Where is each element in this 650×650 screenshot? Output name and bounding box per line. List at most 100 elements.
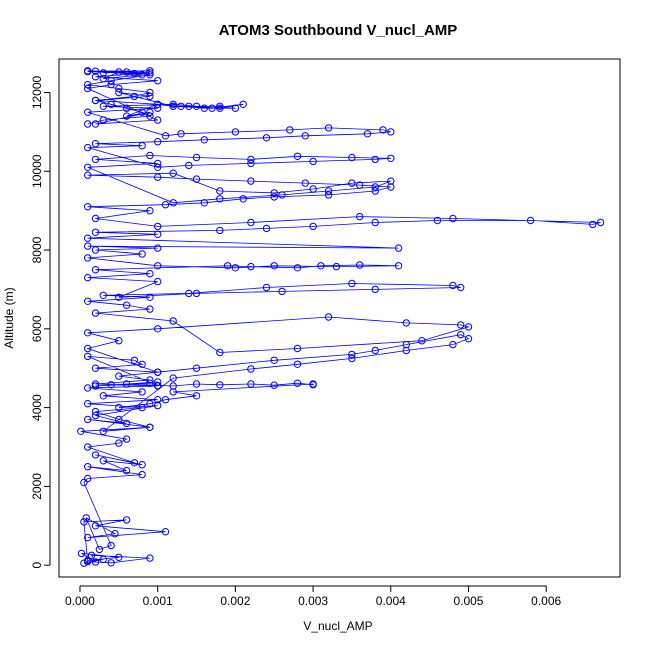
data-point: [122, 112, 131, 120]
data-point: [130, 459, 139, 467]
data-point: [239, 100, 247, 109]
data-point: [309, 380, 317, 388]
data-point: [293, 264, 302, 272]
data-point: [247, 218, 255, 227]
data-point: [146, 305, 154, 313]
data-point: [91, 411, 100, 420]
data-point: [84, 80, 92, 89]
data-point: [84, 234, 92, 242]
data-point: [324, 191, 333, 199]
data-point: [91, 140, 100, 148]
data-point: [146, 112, 154, 120]
data-point: [138, 108, 146, 116]
data-point: [91, 380, 100, 388]
data-point: [99, 291, 108, 299]
data-point: [247, 380, 255, 388]
y-axis-label: Altitude (m): [2, 287, 16, 348]
data-point: [394, 262, 403, 270]
data-point: [84, 242, 92, 250]
data-point: [146, 67, 154, 75]
data-point: [231, 264, 240, 272]
data-point: [99, 75, 108, 83]
data-point: [107, 77, 115, 85]
data-point: [84, 163, 92, 172]
y-tick-label: 8000: [30, 236, 44, 263]
data-point: [138, 388, 146, 396]
data-point: [154, 277, 162, 286]
data-point: [107, 100, 115, 109]
data-point: [154, 401, 162, 410]
data-point: [91, 120, 100, 128]
y-tick-label: 0: [30, 562, 44, 569]
data-point: [169, 317, 177, 325]
data-point: [301, 132, 309, 140]
data-point: [87, 551, 96, 559]
data-point: [84, 329, 92, 337]
data-point: [84, 203, 92, 211]
data-point: [122, 380, 131, 388]
data-point: [130, 69, 139, 78]
data-point: [154, 378, 162, 386]
data-point: [192, 153, 201, 162]
data-point: [208, 104, 216, 112]
data-point: [192, 392, 201, 400]
data-point: [402, 346, 410, 355]
data-point: [138, 403, 146, 412]
data-point: [84, 84, 92, 93]
data-point: [348, 279, 356, 288]
y-tick-label: 12000: [30, 75, 44, 109]
x-tick-label: 0.002: [220, 594, 250, 608]
data-point: [363, 130, 372, 138]
data-point: [371, 183, 379, 191]
data-point: [231, 128, 240, 136]
data-point: [387, 183, 395, 191]
data-point: [154, 104, 162, 112]
data-point: [111, 530, 119, 538]
data-point: [154, 138, 162, 146]
data-point: [402, 319, 410, 327]
data-point: [154, 325, 162, 333]
data-point: [91, 67, 100, 75]
data-point: [324, 187, 333, 195]
data-point: [348, 153, 356, 162]
data-point: [324, 313, 333, 321]
y-axis: 0 2000 4000 6000 8000 10000 12000: [30, 75, 51, 569]
data-point: [457, 283, 465, 292]
data-point: [146, 71, 154, 79]
data-point: [91, 228, 100, 237]
data-point: [185, 289, 193, 298]
data-point: [216, 348, 224, 357]
data-point: [146, 379, 154, 387]
data-point: [216, 195, 224, 203]
data-point: [457, 331, 465, 339]
data-point: [161, 132, 170, 140]
data-point: [293, 152, 302, 161]
data-point: [356, 212, 364, 221]
data-point: [115, 88, 123, 97]
data-point: [91, 522, 100, 530]
data-point: [216, 104, 224, 112]
data-point: [154, 163, 162, 172]
data-point: [154, 77, 162, 85]
chart-title: ATOM3 Southbound V_nucl_AMP: [219, 22, 458, 39]
data-point: [91, 451, 100, 459]
data-point: [122, 435, 131, 443]
data-point: [84, 352, 92, 361]
data-point: [154, 381, 162, 390]
data-point: [115, 415, 123, 424]
x-tick-label: 0.005: [453, 594, 483, 608]
data-point: [177, 102, 185, 111]
data-point: [356, 181, 364, 189]
data-point: [115, 403, 123, 412]
data-point: [138, 71, 146, 79]
data-point: [91, 558, 100, 566]
data-point: [286, 126, 294, 134]
data-point: [348, 179, 356, 187]
data-point: [449, 281, 457, 290]
data-point: [84, 400, 92, 408]
data-point: [146, 423, 154, 431]
data-point: [309, 157, 317, 166]
data-point: [270, 356, 278, 364]
data-point: [371, 218, 379, 227]
data-point: [200, 104, 209, 112]
